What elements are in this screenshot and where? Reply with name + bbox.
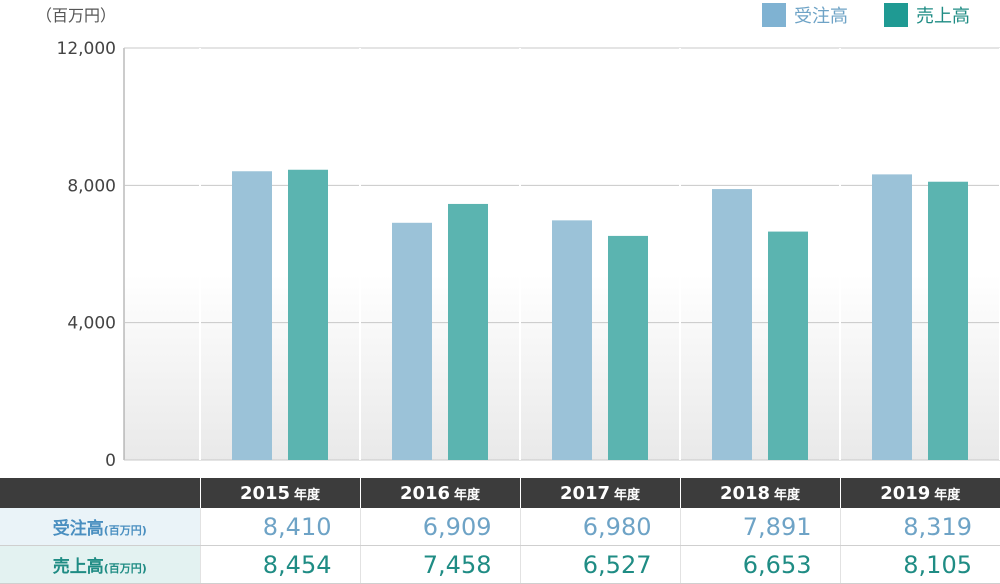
- y-unit-label: （百万円）: [36, 6, 117, 25]
- legend-swatch-sales: [884, 3, 908, 27]
- y-tick-label: 4,000: [67, 314, 116, 334]
- year-header-2018: 2018 年度: [679, 478, 840, 508]
- table-row-orders: 受注高(百万円) 8,410 6,909 6,980 7,891 8,319: [0, 508, 1000, 546]
- row-label-orders: 受注高(百万円): [0, 508, 200, 546]
- bar-orders-2018: [712, 189, 752, 460]
- legend-swatch-orders: [762, 3, 786, 27]
- table-cell: 6,653: [679, 545, 840, 584]
- bar-sales-2015: [288, 169, 328, 460]
- y-tick-label: 12,000: [57, 39, 116, 59]
- table-cell: 8,454: [199, 545, 360, 584]
- table-row-sales: 売上高(百万円) 8,454 7,458 6,527 6,653 8,105: [0, 545, 1000, 584]
- table-cell: 6,909: [359, 508, 520, 546]
- bar-sales-2016: [448, 203, 488, 460]
- bar-sales-2019: [928, 181, 968, 460]
- table-cell: 8,410: [199, 508, 360, 546]
- year-header-2019: 2019 年度: [839, 478, 1000, 508]
- year-header-2016: 2016 年度: [359, 478, 520, 508]
- bar-orders-2019: [872, 174, 912, 461]
- year-header-2015: 2015 年度: [199, 478, 360, 508]
- table-cell: 7,891: [679, 508, 840, 546]
- table-cell: 6,527: [519, 545, 680, 584]
- table-header-row: 2015 年度 2016 年度 2017 年度 2018 年度 2019 年度: [0, 478, 1000, 508]
- table-cell: 7,458: [359, 545, 520, 584]
- year-header-2017: 2017 年度: [519, 478, 680, 508]
- bar-orders-2016: [392, 222, 432, 460]
- legend: 受注高 売上高: [762, 2, 970, 28]
- bar-sales-2018: [768, 231, 808, 460]
- bar-orders-2017: [552, 220, 592, 460]
- y-tick-label: 8,000: [67, 176, 116, 196]
- table-cell: 6,980: [519, 508, 680, 546]
- bar-chart: 0 4,000 8,000 12,000: [57, 39, 1000, 471]
- table-cell: 8,105: [839, 545, 1000, 584]
- bar-sales-2017: [608, 235, 648, 460]
- data-table: 2015 年度 2016 年度 2017 年度 2018 年度 2019 年度 受注高(百…: [0, 478, 1000, 584]
- legend-item-sales: 売上高: [884, 2, 970, 28]
- bar-orders-2015: [232, 171, 272, 461]
- table-corner-cell: [0, 478, 200, 508]
- legend-label-sales: 売上高: [916, 6, 970, 27]
- y-tick-label: 0: [105, 451, 116, 471]
- legend-label-orders: 受注高: [794, 6, 848, 27]
- legend-item-orders: 受注高: [762, 2, 848, 28]
- table-cell: 8,319: [839, 508, 1000, 546]
- row-label-sales: 売上高(百万円): [0, 545, 200, 584]
